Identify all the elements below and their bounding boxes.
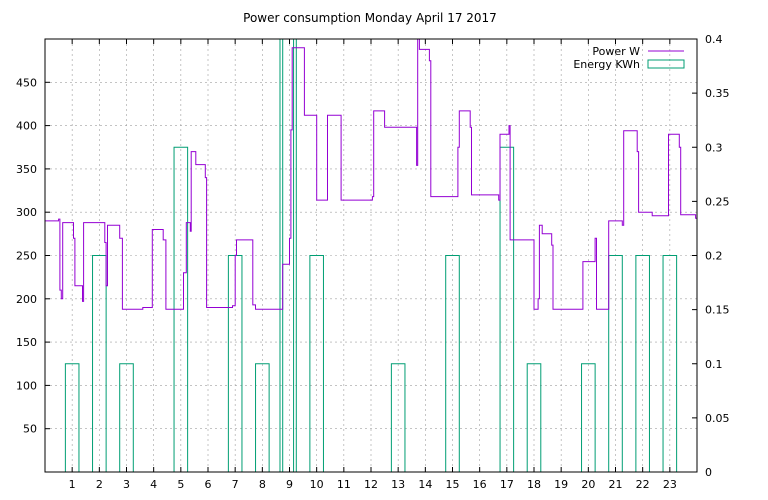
x-tick-label: 15 <box>446 478 460 491</box>
legend-power-label: Power W <box>592 45 640 58</box>
x-tick-label: 5 <box>177 478 184 491</box>
x-tick-label: 14 <box>418 478 432 491</box>
legend-energy-swatch <box>647 59 685 69</box>
axes-layer: 1 2 3 4 5 6 7 8 9 10 11 12 13 14 15 16 17 18 19 20 21 22 23501… <box>16 33 730 491</box>
y-tick-label: 200 <box>16 293 37 306</box>
chart-title: Power consumption Monday April 17 2017 <box>243 11 497 25</box>
y2-tick-label: 0 <box>705 466 712 479</box>
x-tick-label: 20 <box>581 478 595 491</box>
y-tick-label: 50 <box>23 423 37 436</box>
x-tick-label: 16 <box>473 478 487 491</box>
legend-energy-label: Energy KWh <box>573 58 640 71</box>
x-tick-label: 21 <box>609 478 623 491</box>
x-tick-label: 12 <box>364 478 378 491</box>
x-tick-label: 11 <box>337 478 351 491</box>
y-tick-label: 300 <box>16 206 37 219</box>
y2-tick-label: 0.15 <box>705 304 730 317</box>
x-tick-label: 13 <box>391 478 405 491</box>
x-tick-label: 6 <box>205 478 212 491</box>
y2-tick-label: 0.25 <box>705 195 730 208</box>
x-tick-label: 3 <box>123 478 130 491</box>
x-tick-label: 9 <box>286 478 293 491</box>
power-line <box>45 38 697 310</box>
x-tick-label: 10 <box>310 478 324 491</box>
grid-layer <box>45 39 697 472</box>
y2-tick-label: 0.05 <box>705 412 730 425</box>
x-tick-label: 19 <box>554 478 568 491</box>
y2-tick-label: 0.3 <box>705 141 723 154</box>
power-line-layer <box>45 38 697 310</box>
y-tick-label: 350 <box>16 163 37 176</box>
x-tick-label: 18 <box>527 478 541 491</box>
y-tick-label: 100 <box>16 379 37 392</box>
y-tick-label: 400 <box>16 120 37 133</box>
y-tick-label: 450 <box>16 76 37 89</box>
x-tick-label: 7 <box>232 478 239 491</box>
x-tick-label: 4 <box>150 478 157 491</box>
y2-tick-label: 0.35 <box>705 87 730 100</box>
y2-tick-label: 0.1 <box>705 358 723 371</box>
x-tick-label: 22 <box>636 478 650 491</box>
y-tick-label: 150 <box>16 336 37 349</box>
y-tick-label: 250 <box>16 250 37 263</box>
y2-tick-label: 0.2 <box>705 250 723 263</box>
x-tick-label: 23 <box>663 478 677 491</box>
x-tick-label: 1 <box>69 478 76 491</box>
x-tick-label: 2 <box>96 478 103 491</box>
x-tick-label: 17 <box>500 478 514 491</box>
legend: Power W Energy KWh <box>573 45 685 71</box>
x-tick-label: 8 <box>259 478 266 491</box>
y2-tick-label: 0.4 <box>705 33 723 46</box>
